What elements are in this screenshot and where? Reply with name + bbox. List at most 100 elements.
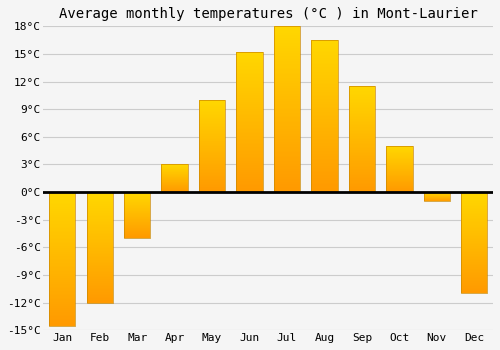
Bar [349,163,375,164]
Bar [349,116,375,117]
Bar [349,91,375,92]
Bar [386,156,412,157]
Bar [124,218,150,219]
Bar [236,69,262,70]
Bar [199,153,225,154]
Bar [274,131,300,132]
Bar [312,177,338,178]
Bar [49,266,76,267]
Bar [49,247,76,248]
Bar [86,284,113,285]
Bar [386,191,412,192]
Bar [199,117,225,118]
Bar [386,161,412,162]
Bar [124,227,150,228]
Bar [199,170,225,171]
Bar [199,102,225,103]
Bar [49,220,76,222]
Bar [349,108,375,110]
Bar [349,135,375,136]
Bar [86,230,113,231]
Bar [349,130,375,131]
Bar [312,145,338,147]
Bar [199,148,225,149]
Bar [236,154,262,156]
Bar [312,70,338,72]
Bar [199,120,225,121]
Bar [236,166,262,167]
Bar [274,43,300,44]
Bar [312,114,338,116]
Bar [274,98,300,99]
Bar [274,121,300,122]
Bar [124,217,150,218]
Bar [312,105,338,107]
Bar [236,70,262,72]
Bar [461,290,487,292]
Bar [124,232,150,233]
Bar [86,235,113,236]
Bar [312,93,338,95]
Bar [274,107,300,109]
Bar [49,306,76,307]
Bar [49,270,76,271]
Bar [236,117,262,118]
Bar [49,307,76,308]
Bar [124,226,150,227]
Bar [312,104,338,105]
Bar [236,61,262,62]
Bar [124,195,150,196]
Bar [274,91,300,93]
Bar [86,217,113,219]
Bar [274,53,300,55]
Bar [312,140,338,142]
Bar [236,168,262,170]
Bar [312,172,338,174]
Bar [86,237,113,239]
Bar [49,299,76,300]
Bar [236,128,262,129]
Bar [312,181,338,183]
Bar [312,89,338,90]
Bar [349,173,375,174]
Bar [274,170,300,172]
Bar [349,151,375,152]
Bar [236,105,262,107]
Bar [461,211,487,212]
Bar [461,265,487,266]
Bar [312,52,338,54]
Bar [236,77,262,79]
Bar [274,69,300,71]
Bar [49,240,76,241]
Bar [199,183,225,184]
Bar [199,180,225,181]
Bar [124,201,150,202]
Bar [86,258,113,260]
Bar [312,163,338,165]
Bar [349,181,375,182]
Bar [274,56,300,58]
Bar [49,323,76,324]
Bar [236,107,262,108]
Bar [312,157,338,159]
Bar [86,279,113,281]
Bar [199,103,225,104]
Bar [86,275,113,276]
Bar [312,116,338,118]
Bar [386,187,412,188]
Bar [349,159,375,160]
Bar [274,76,300,78]
Bar [199,104,225,105]
Bar [124,214,150,215]
Bar [124,199,150,200]
Bar [86,246,113,247]
Bar [199,114,225,115]
Bar [349,188,375,189]
Bar [461,246,487,247]
Bar [312,78,338,79]
Bar [461,216,487,217]
Bar [312,77,338,78]
Bar [236,173,262,174]
Bar [86,236,113,237]
Bar [349,115,375,116]
